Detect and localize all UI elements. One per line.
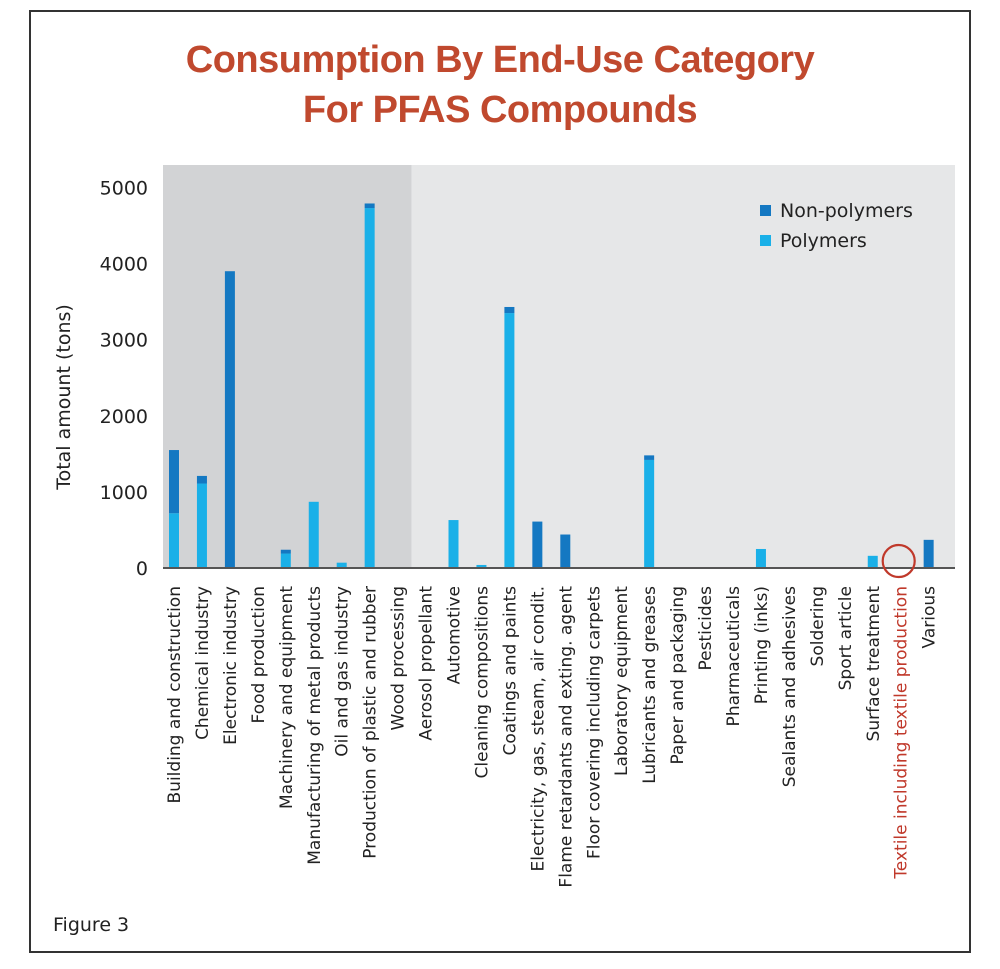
x-tick-label: Aerosol propellant [417,586,437,741]
chart-title-line-2: For PFAS Compounds [302,89,698,131]
x-tick-label: Sport article [836,586,856,690]
bar-polymers [196,483,207,568]
bar-non-polymers [280,549,291,554]
bar-non-polymers [364,203,375,209]
y-tick-label: 2000 [100,406,148,428]
figure-label: Figure 3 [53,914,130,936]
bar-non-polymers [560,534,571,568]
x-tick-label: Chemical industry [193,586,213,740]
x-tick-label: Surface treatment [864,586,884,742]
highlight-circle [881,543,916,579]
legend-label: Polymers [780,230,867,252]
bar-polymers [476,564,487,568]
x-tick-label: Flame retardants and exting. agent [556,586,576,888]
x-tick-label: Oil and gas industry [333,586,353,757]
x-tick-label: Manufacturing of metal products [305,586,325,865]
x-tick-label: Pesticides [696,586,716,671]
bar-polymers [504,313,515,568]
x-tick-label: Automotive [445,586,465,684]
y-tick-label: 5000 [100,178,148,200]
x-tick-label: Cleaning compositions [472,586,492,779]
bar-polymers [448,520,459,568]
bar-non-polymers [169,450,179,514]
legend-swatch [760,205,771,216]
x-tick-label: Soldering [808,586,828,666]
bar-non-polymers [196,475,207,484]
x-tick-label: Lubricants and greases [640,586,660,784]
x-tick-label: Food production [249,586,269,723]
x-tick-label: Machinery and equipment [277,586,297,809]
x-tick-label: Textile including textile production [892,586,912,880]
bar-polymers [280,553,291,568]
legend-swatch [760,235,771,246]
bar-polymers [364,208,375,568]
bar-polymers [644,459,655,568]
x-tick-label: Electronic industry [221,586,241,745]
bar-polymers [867,555,878,568]
y-tick-label: 4000 [100,254,148,276]
bar-non-polymers [644,455,655,460]
x-tick-label: Production of plastic and rubber [361,586,381,859]
plot-background-light [411,165,955,568]
bar-polymers [308,501,319,568]
y-tick-label: 0 [136,558,148,580]
bar-polymers [169,513,179,568]
bar-polymers [336,562,347,568]
x-tick-label: Coatings and paints [500,586,520,756]
x-tick-label: Pharmaceuticals [724,586,744,727]
x-tick-label: Building and construction [165,586,185,803]
x-tick-label: Floor covering including carpets [584,586,604,859]
x-tick-label: Sealants and adhesives [780,586,800,787]
x-tick-label: Electricity, gas, steam, air condit. [528,586,548,872]
x-tick-label: Wood processing [389,586,409,730]
chart-title-line-1: Consumption By End-Use Category [185,39,815,81]
y-tick-label: 3000 [100,330,148,352]
bar-non-polymers [532,521,543,568]
x-tick-label: Laboratory equipment [612,586,632,776]
x-tick-label: Paper and packaging [668,586,688,765]
bar-non-polymers [224,271,235,568]
x-tick-label: Various [920,586,940,649]
y-tick-label: 1000 [100,482,148,504]
bar-non-polymers [504,306,515,314]
bar-non-polymers [923,539,934,568]
bar-polymers [755,548,766,568]
x-tick-label: Printing (inks) [752,586,772,704]
legend-label: Non-polymers [780,200,913,222]
